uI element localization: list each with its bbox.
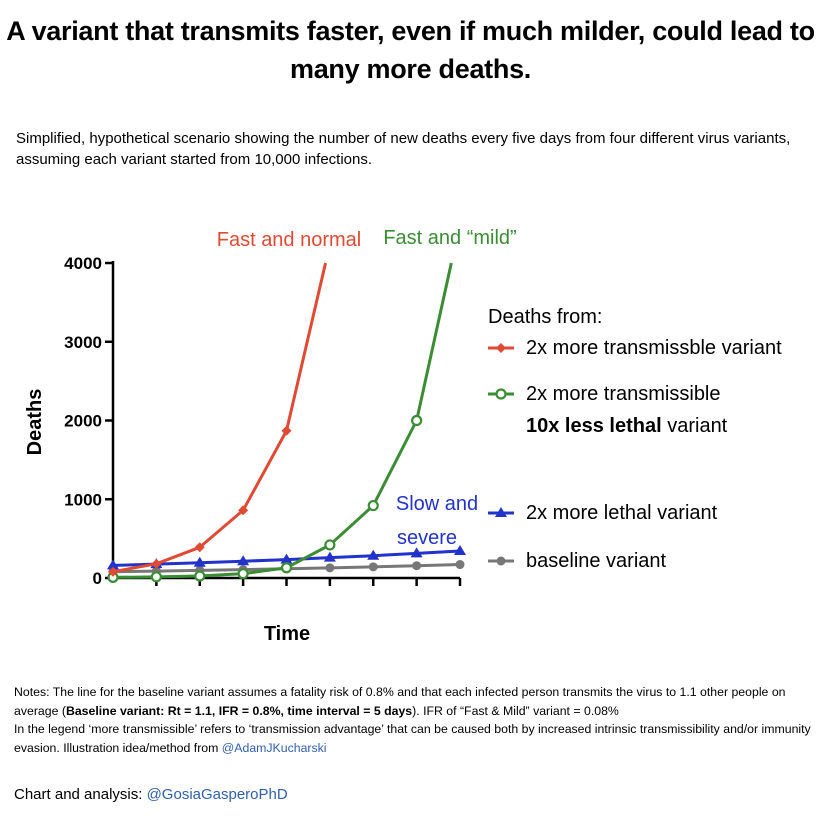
x-axis-label: Time: [264, 623, 310, 645]
legend-item-slow-severe: 2x more lethal variant: [488, 502, 718, 524]
legend-swatch-marker: [496, 343, 506, 353]
data-point-baseline: [368, 562, 378, 572]
y-tick-label: 4000: [64, 254, 102, 273]
author-handle-link[interactable]: @GosiaGasperoPhD: [146, 786, 288, 803]
y-tick-label: 1000: [64, 490, 102, 509]
data-point-baseline: [412, 561, 422, 571]
y-tick-label: 0: [93, 569, 102, 588]
legend-label: 2x more lethal variant: [526, 502, 718, 524]
y-tick-label: 3000: [64, 333, 102, 352]
notes-baseline-params: Baseline variant: Rt = 1.1, IFR = 0.8%, …: [65, 703, 413, 718]
notes: Notes: The line for the baseline variant…: [14, 683, 814, 757]
data-point-slow-severe: [367, 549, 380, 560]
data-point-slow-severe: [280, 553, 293, 564]
data-point-fast-mild: [194, 570, 206, 582]
series-fast-mild: [107, 262, 453, 583]
notes-text-2: ). IFR of “Fast & Mild” variant = 0.08%: [412, 703, 619, 718]
legend-label: 2x more transmissible: [526, 383, 721, 405]
data-point-slow-severe: [410, 547, 423, 558]
annotation-fast-mild: Fast and “mild”: [383, 227, 516, 249]
title-line-2: many more deaths.: [290, 54, 531, 84]
subtitle-line-1: Simplified, hypothetical scenario showin…: [16, 130, 791, 147]
data-point-fast-normal: [281, 425, 292, 436]
legend-title: Deaths from:: [488, 306, 602, 328]
annotation-slow-severe-line-1: Slow and: [396, 493, 478, 515]
credit: Chart and analysis: @GosiaGasperoPhD: [14, 786, 288, 803]
data-point-fast-normal: [238, 505, 249, 516]
data-point-fast-mild: [237, 568, 249, 580]
legend-item-baseline: baseline variant: [488, 550, 667, 572]
annotation-slow-severe-line-2: severe: [397, 527, 457, 549]
chart-subtitle: Simplified, hypothetical scenario showin…: [16, 128, 806, 170]
data-point-slow-severe: [107, 559, 119, 570]
annotation-fast-normal: Fast and normal: [217, 229, 362, 251]
legend-label-line-2: 10x less lethal variant: [526, 415, 728, 437]
legend-label: baseline variant: [526, 550, 667, 572]
legend-item-fast-mild: 2x more transmissible 10x less lethal var…: [488, 383, 728, 437]
legend-item-fast-normal: 2x more transmissble variant: [488, 337, 782, 359]
legend-swatch-marker: [495, 507, 507, 517]
legend-swatch-marker: [495, 388, 507, 400]
chart-axes: 0 1000 2000 3000 4000 Time Deaths: [24, 254, 462, 645]
title-line-1: A variant that transmits faster, even if…: [6, 16, 815, 46]
chart-series: [107, 262, 466, 583]
data-point-slow-severe: [454, 544, 466, 555]
series-line-fast-normal: [112, 262, 327, 574]
data-point-fast-normal: [194, 542, 205, 553]
data-point-fast-mild: [150, 571, 162, 583]
data-point-fast-normal: [108, 566, 118, 577]
legend-label: 2x more transmissble variant: [526, 337, 782, 359]
data-point-slow-severe: [237, 555, 250, 566]
y-tick-label: 2000: [64, 412, 102, 431]
chart-annotations: Fast and normal Fast and “mild” Slow and se…: [217, 227, 517, 549]
series-fast-normal: [108, 262, 327, 577]
data-point-baseline: [455, 560, 465, 570]
chart-title: A variant that transmits faster, even if…: [0, 12, 821, 88]
data-point-baseline: [325, 563, 335, 573]
data-point-slow-severe: [323, 551, 336, 562]
credit-label: Chart and analysis:: [14, 786, 147, 803]
chart-legend: Deaths from: 2x more transmissble variant…: [488, 306, 782, 572]
data-point-slow-severe: [193, 556, 206, 567]
notes-text-1: Notes: The line for the baseline variant…: [14, 685, 786, 718]
legend-swatch-marker: [496, 556, 506, 566]
data-point-fast-mild: [324, 539, 336, 551]
subtitle-line-2: assuming each variant started from 10,00…: [16, 151, 373, 168]
notes-text-3: In the legend ‘more transmissible’ refer…: [14, 722, 811, 755]
data-point-fast-mild: [280, 562, 293, 574]
data-point-fast-normal: [151, 558, 162, 569]
data-point-fast-mild: [367, 499, 379, 512]
deaths-line-chart: 0 1000 2000 3000 4000 Time Deaths Fast and nor…: [24, 227, 782, 645]
kucharski-link[interactable]: @AdamJKucharski: [221, 740, 327, 755]
y-axis-label: Deaths: [24, 389, 46, 456]
data-point-fast-mild: [411, 414, 423, 427]
